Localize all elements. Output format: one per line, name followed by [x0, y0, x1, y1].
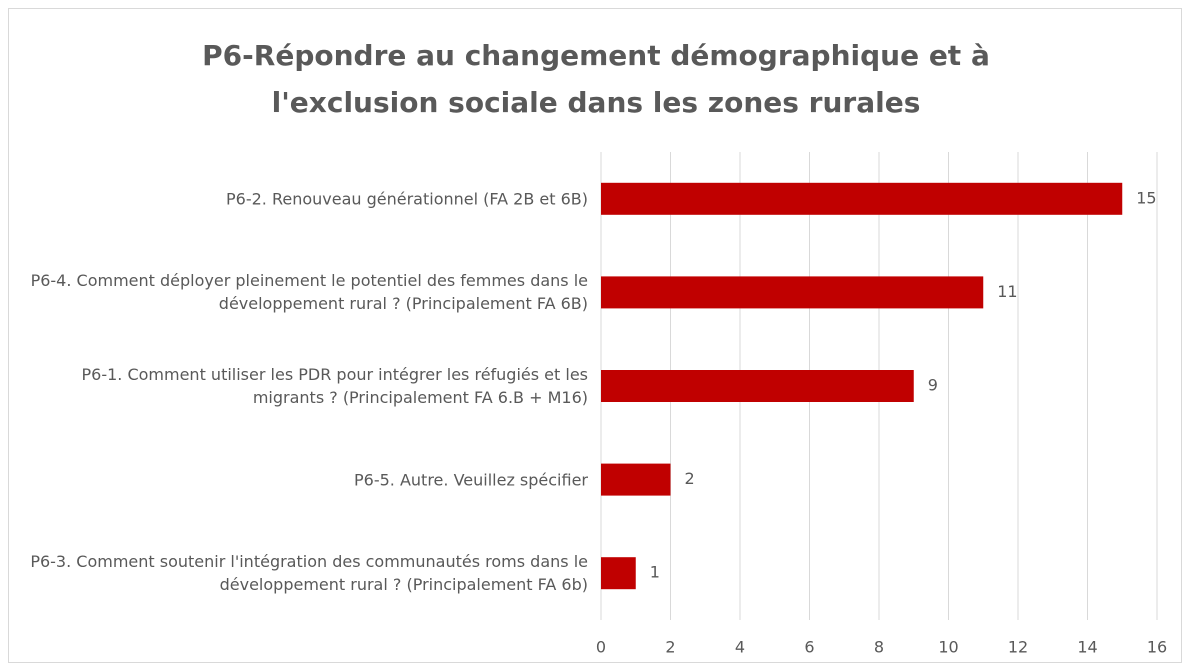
- bar: [601, 557, 636, 590]
- value-label: 15: [1136, 188, 1156, 207]
- x-tick-label: 4: [735, 638, 745, 657]
- x-tick-label: 12: [1008, 638, 1028, 657]
- value-label: 2: [685, 469, 695, 488]
- bar: [601, 370, 914, 402]
- bar: [601, 276, 984, 309]
- x-tick-label: 6: [804, 638, 814, 657]
- chart-title: P6-Répondre au changement démographique …: [202, 39, 990, 119]
- y-tick-label: P6-4. Comment déployer pleinement le pot…: [30, 271, 588, 314]
- y-tick-label: P6-1. Comment utiliser les PDR pour inté…: [81, 365, 589, 407]
- y-tick-label: P6-5. Autre. Veuillez spécifier: [354, 470, 588, 490]
- x-tick-label: 16: [1147, 638, 1167, 657]
- x-tick-label: 0: [596, 638, 606, 657]
- x-tick-label: 2: [665, 638, 675, 657]
- y-tick-label: P6-3. Comment soutenir l'intégration des…: [30, 552, 588, 595]
- value-label: 11: [997, 282, 1017, 301]
- chart-frame: [8, 8, 1182, 663]
- x-tick-label: 14: [1077, 638, 1097, 657]
- y-tick-label: P6-2. Renouveau générationnel (FA 2B et …: [226, 189, 588, 209]
- bar: [601, 463, 671, 496]
- bar: [601, 182, 1123, 215]
- value-label: 9: [928, 376, 938, 395]
- value-label: 1: [650, 563, 660, 582]
- x-tick-label: 8: [874, 638, 884, 657]
- x-tick-label: 10: [938, 638, 958, 657]
